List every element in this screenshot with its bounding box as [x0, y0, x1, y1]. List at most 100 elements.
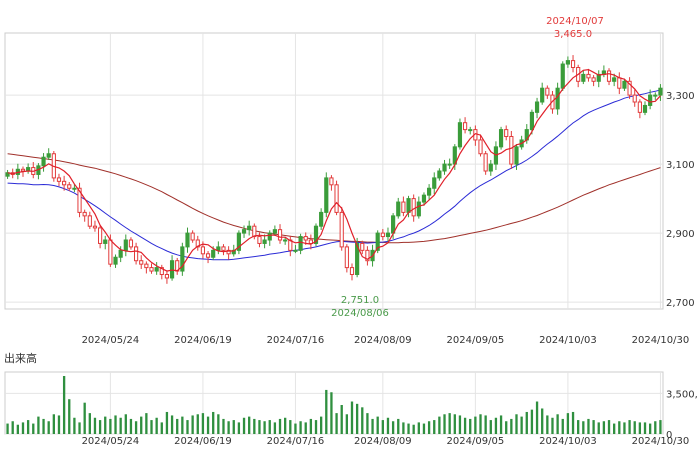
volume-bar [37, 416, 40, 434]
volume-x-tick-label: 2024/06/19 [174, 436, 232, 447]
volume-bar [62, 376, 66, 434]
candle-body [514, 146, 519, 165]
candle-body [565, 60, 570, 65]
candle-body [462, 122, 468, 131]
candle-body [504, 129, 509, 138]
volume-bar [443, 414, 446, 434]
volume-bar [494, 417, 498, 434]
volume-bar [417, 422, 420, 434]
low-annotation-date: 2024/08/06 [331, 308, 389, 319]
volume-bar [525, 411, 528, 434]
volume-bar [340, 405, 343, 434]
volume-bar [433, 420, 436, 434]
volume-bar [114, 415, 117, 434]
candle-body [349, 267, 355, 276]
candle-body [385, 232, 391, 238]
price-x-tick-label: 2024/06/19 [174, 335, 232, 346]
volume-bar [119, 417, 122, 434]
candle-body [406, 198, 411, 213]
candle-body [221, 246, 226, 251]
candle-body [329, 177, 334, 186]
volume-bar [376, 416, 379, 434]
candle-body [190, 232, 195, 241]
volume-bar [499, 415, 503, 434]
candle-body [401, 201, 406, 213]
price-x-tick-label: 2024/07/16 [267, 335, 325, 346]
ma-mid-line [7, 89, 661, 261]
candle-body [324, 177, 329, 213]
candle-body [570, 60, 576, 68]
volume-bar [83, 402, 86, 434]
volume-bar [458, 415, 462, 434]
volume-x-tick-label: 2024/09/05 [447, 436, 505, 447]
volume-bar [407, 423, 410, 434]
candle-body [180, 246, 185, 272]
candle-body [98, 227, 103, 244]
volume-bar [42, 418, 45, 434]
volume-bar [73, 417, 76, 434]
candle-body [375, 232, 380, 251]
volume-bar [21, 422, 25, 434]
volume-bar [361, 407, 364, 434]
price-y-tick-label: 2,700 [666, 298, 695, 309]
candle-body [534, 101, 540, 113]
price-x-tick-label: 2024/10/03 [539, 335, 597, 346]
candle-body [20, 168, 26, 172]
volume-bar [469, 418, 472, 434]
volume-bar [551, 417, 554, 434]
candle-body [483, 153, 488, 172]
volume-bar [453, 414, 456, 434]
candle-body [303, 236, 308, 241]
price-y-tick-label: 2,900 [666, 229, 695, 240]
volume-x-tick-label: 2024/05/24 [82, 436, 140, 447]
volume-bar [386, 417, 390, 434]
volume-y-tick-label: 3,500,0 [666, 389, 698, 400]
volume-bar [643, 422, 647, 434]
volume-x-tick-label: 2024/07/16 [267, 436, 325, 447]
candle-body [154, 267, 159, 272]
volume-bar [381, 420, 384, 434]
candle-body [488, 163, 493, 172]
volume-bar [248, 416, 251, 434]
volume-bar [212, 411, 215, 434]
volume-bar [633, 421, 636, 434]
candle-body [159, 267, 164, 276]
candle-body [46, 153, 51, 158]
candle-body [236, 232, 241, 251]
candle-body [200, 246, 206, 255]
candle-body [529, 111, 535, 131]
volume-bar [654, 421, 657, 434]
volume-bar [391, 421, 395, 434]
candle-body [267, 232, 272, 241]
volume-bar [191, 415, 194, 434]
price-x-axis: 2024/05/24 2024/06/19 2024/07/16 2024/08/09… [82, 335, 690, 346]
volume-bar [613, 423, 616, 434]
volume-bar [325, 389, 328, 434]
high-annotation-value: 3,465.0 [554, 29, 592, 40]
candle-body [103, 239, 108, 244]
volume-bar [57, 415, 61, 434]
volume-bar [463, 417, 467, 434]
volume-panel-frame [4, 371, 664, 435]
candle-body [411, 198, 416, 217]
candle-body [457, 122, 463, 148]
volume-bar [145, 413, 148, 434]
candle-body [226, 249, 231, 255]
candle-body [123, 239, 128, 251]
volume-bar [304, 422, 307, 434]
candle-body [5, 172, 10, 177]
volume-x-tick-label: 2024/10/03 [539, 436, 597, 447]
volume-bar [623, 422, 626, 434]
volume-bar [78, 422, 81, 434]
volume-bar [345, 414, 349, 434]
volume-bar [222, 418, 225, 434]
price-x-tick-label: 2024/09/05 [447, 335, 505, 346]
ma-mid-layer [7, 89, 661, 261]
volume-bar [427, 421, 431, 434]
candle-body [283, 239, 288, 242]
candle-body [498, 129, 504, 148]
candle-body [128, 239, 134, 248]
candle-body [432, 177, 437, 189]
candle-body [658, 87, 663, 96]
